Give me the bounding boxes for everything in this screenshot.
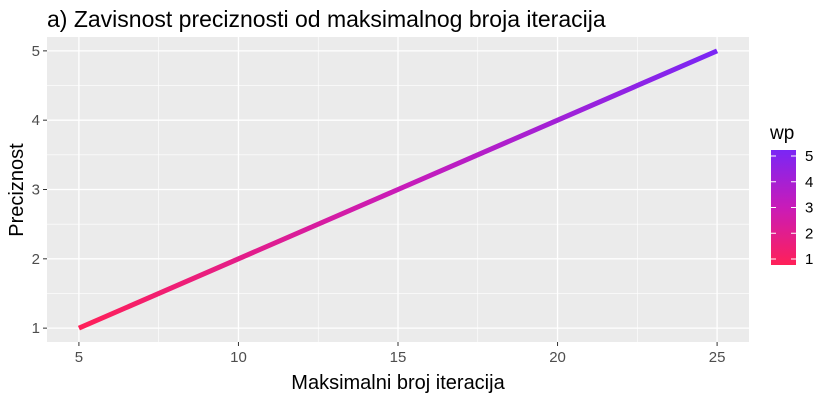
y-tick-label: 4	[32, 112, 40, 129]
legend-labels: 1 2 3 4 5	[771, 148, 813, 268]
x-tick-label: 15	[390, 349, 407, 366]
legend-label: 5	[805, 148, 813, 165]
legend-label: 2	[805, 225, 813, 242]
legend-title: wp	[769, 123, 794, 144]
x-axis-title: Maksimalni broj iteracija	[291, 372, 505, 394]
x-axis-ticks: 5 10 15 20 25	[75, 342, 726, 366]
legend: wp 1 2 3 4 5	[769, 123, 813, 268]
series-line	[77, 48, 719, 331]
chart-title: a) Zavisnost preciznosti od maksimalnog …	[47, 6, 606, 32]
y-axis-title: Preciznost	[6, 143, 28, 237]
y-tick-label: 2	[32, 251, 40, 268]
x-tick-label: 20	[549, 349, 566, 366]
legend-label: 1	[805, 251, 813, 268]
y-tick-label: 1	[32, 320, 40, 337]
x-tick-label: 25	[709, 349, 726, 366]
x-tick-label: 5	[75, 349, 83, 366]
series-layer	[77, 48, 719, 331]
legend-label: 4	[805, 174, 813, 191]
y-axis-ticks: 1 2 3 4 5	[32, 43, 47, 337]
x-tick-label: 10	[230, 349, 247, 366]
y-tick-label: 5	[32, 43, 40, 60]
y-tick-label: 3	[32, 182, 40, 199]
legend-label: 3	[805, 200, 813, 217]
